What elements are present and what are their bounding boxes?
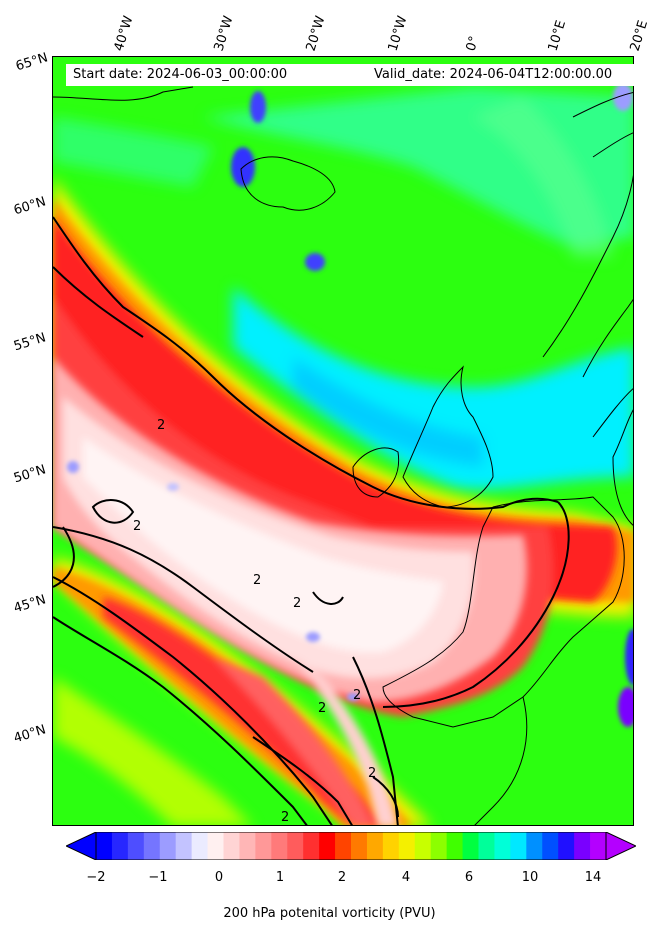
lon-label-10w: 10°W — [385, 14, 411, 53]
colorbar-cell — [319, 832, 336, 860]
colorbar — [66, 832, 636, 860]
colorbar-tick: −2 — [86, 870, 106, 885]
colorbar-tick: 14 — [584, 870, 602, 885]
pv-2-contours — [53, 216, 570, 825]
contour-label: 2 — [318, 701, 326, 716]
contour-label: 2 — [368, 766, 376, 781]
colorbar-cell — [127, 832, 145, 860]
lat-label-55n: 55°N — [12, 330, 48, 355]
pv-map: 2 2 2 2 2 2 2 2 — [52, 56, 634, 826]
colorbar-cell — [574, 832, 591, 860]
colorbar-cell — [351, 832, 368, 860]
start-date-text: Start date: 2024-06-03_00:00:00 — [73, 67, 288, 82]
pv-negative-blobs — [67, 83, 633, 727]
colorbar-cell — [430, 832, 448, 860]
colorbar-tick: 1 — [275, 870, 285, 885]
colorbar-tick: 6 — [464, 870, 474, 885]
colorbar-tick: 2 — [337, 870, 347, 885]
colorbar-cell — [335, 832, 352, 860]
colorbar-cell — [239, 832, 256, 860]
colorbar-cell — [510, 832, 527, 860]
colorbar-cell — [558, 832, 575, 860]
lon-label-20w: 20°W — [303, 14, 329, 53]
colorbar-border — [95, 832, 607, 860]
colorbar-cell — [366, 832, 384, 860]
colorbar-cell — [287, 832, 304, 860]
colorbar-tick: −1 — [148, 870, 168, 885]
contour-label: 2 — [281, 810, 289, 825]
colorbar-min-arrow — [66, 832, 97, 860]
lat-label-65n: 65°N — [14, 50, 50, 75]
lat-label-45n: 45°N — [12, 592, 48, 617]
cyan-regions — [53, 87, 633, 490]
colorbar-cell — [303, 832, 320, 860]
colorbar-tick: 0 — [214, 870, 224, 885]
colorbar-cell — [462, 832, 479, 860]
contour-label: 2 — [157, 418, 165, 433]
colorbar-cell — [175, 832, 193, 860]
coastlines — [53, 86, 633, 825]
colorbar-cell — [382, 832, 400, 860]
colorbar-cell — [494, 832, 511, 860]
colorbar-label: 200 hPa potenital vorticity (PVU) — [223, 906, 436, 921]
contour-label: 2 — [293, 596, 301, 611]
contour-labels: 2 2 2 2 2 2 2 2 — [133, 418, 376, 825]
colorbar-cell — [414, 832, 432, 860]
colorbar-max-arrow — [605, 832, 636, 860]
colorbar-tick: 4 — [401, 870, 411, 885]
colorbar-cell — [542, 832, 559, 860]
contour-label: 2 — [353, 688, 361, 703]
colorbar-cell — [223, 832, 240, 860]
colorbar-cell — [111, 832, 129, 860]
lat-label-40n: 40°N — [12, 722, 48, 747]
colorbar-cell — [159, 832, 177, 860]
colorbar-cell — [526, 832, 543, 860]
contour-label: 2 — [133, 519, 141, 534]
pv-field: 2 2 2 2 2 2 2 2 — [53, 57, 633, 825]
colorbar-cell — [191, 832, 209, 860]
lon-label-10e: 10°E — [545, 18, 570, 53]
valid-date-text: Valid_date: 2024-06-04T12:00:00.00 — [374, 67, 613, 82]
colorbar-cell — [398, 832, 416, 860]
colorbar-cell — [590, 832, 607, 860]
lon-label-30w: 30°W — [211, 14, 237, 53]
colorbar-cell — [446, 832, 464, 860]
colorbar-cell — [271, 832, 288, 860]
lat-label-50n: 50°N — [12, 462, 48, 487]
colorbar-tick: 10 — [521, 870, 539, 885]
lon-label-40w: 40°W — [111, 14, 137, 53]
lon-label-0: 0° — [463, 34, 483, 53]
colorbar-cell — [143, 832, 161, 860]
lon-label-20e: 20°E — [627, 18, 652, 53]
colorbar-cell — [255, 832, 272, 860]
colorbar-cell — [96, 832, 113, 860]
pv-high-interior — [53, 357, 527, 825]
colorbar-cell — [207, 832, 224, 860]
lat-label-60n: 60°N — [12, 194, 48, 219]
colorbar-cell — [478, 832, 495, 860]
date-header: Start date: 2024-06-03_00:00:00 Valid_da… — [66, 64, 634, 86]
contour-label: 2 — [253, 573, 261, 588]
